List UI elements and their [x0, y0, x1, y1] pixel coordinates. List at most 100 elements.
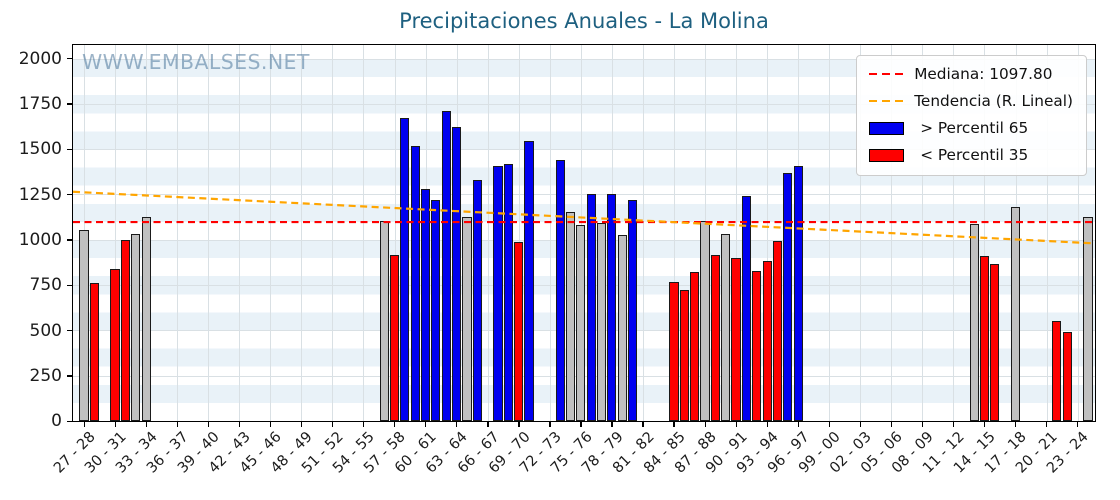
chart-title: Precipitaciones Anuales - La Molina: [399, 9, 769, 33]
bar-64-65: [462, 217, 472, 421]
y-tick: [67, 148, 72, 151]
bar-76-77: [586, 193, 596, 421]
y-tick: [67, 329, 72, 332]
legend: Mediana: 1097.80 Tendencia (R. Lineal) >…: [856, 55, 1087, 176]
bar-13-14: [969, 224, 979, 421]
y-tick-label: 750: [29, 275, 62, 296]
bar-59-60: [410, 146, 420, 421]
v-gridline: [860, 45, 862, 421]
legend-label-above: > Percentil 65: [920, 119, 1029, 137]
x-tick: [797, 422, 800, 428]
bar-62-63: [441, 111, 451, 421]
legend-label-median: Mediana: 1097.80: [914, 65, 1053, 83]
x-tick: [642, 422, 644, 428]
x-tick: [362, 422, 365, 428]
v-gridline: [115, 45, 117, 421]
bar-94-95: [772, 240, 783, 421]
bar-85-86: [679, 289, 689, 421]
bar-75-76: [576, 225, 586, 421]
bar-69-70: [514, 241, 524, 421]
y-tick-label: 1500: [18, 139, 62, 160]
v-gridline: [487, 45, 489, 421]
bar-58-59: [400, 118, 410, 421]
y-tick-label: 0: [51, 411, 62, 432]
x-tick: [300, 422, 303, 428]
x-tick: [1046, 422, 1048, 428]
h-gridline: [73, 58, 1095, 60]
x-tick: [1015, 422, 1017, 428]
bar-80-81: [627, 199, 638, 421]
y-tick-label: 500: [29, 320, 62, 341]
bar-32-33: [131, 234, 141, 421]
trend-line-swatch: [869, 99, 905, 103]
legend-label-trend: Tendencia (R. Lineal): [914, 92, 1073, 110]
bar-67-68: [493, 165, 503, 421]
y-tick: [67, 420, 72, 422]
y-tick-label: 2000: [18, 48, 62, 69]
v-gridline: [332, 45, 334, 421]
h-gridline: [73, 149, 1095, 151]
bar-61-62: [431, 199, 441, 421]
v-gridline: [642, 45, 644, 421]
x-tick: [83, 422, 85, 428]
bar-91-92: [741, 196, 751, 421]
bar-28-29: [89, 283, 99, 421]
bar-24-25: [1083, 217, 1093, 421]
y-tick: [67, 58, 72, 60]
bar-79-80: [617, 235, 627, 421]
x-tick: [394, 422, 396, 428]
y-tick-label: 250: [29, 365, 62, 386]
v-gridline: [953, 45, 955, 421]
bar-78-79: [607, 194, 617, 421]
y-tick-label: 1750: [18, 94, 62, 115]
x-tick: [673, 422, 675, 428]
y-tick: [67, 375, 72, 377]
bar-87-88: [700, 220, 710, 421]
x-tick: [425, 422, 427, 428]
bar-60-61: [420, 189, 431, 421]
bar-27-28: [79, 229, 89, 421]
y-tick: [67, 284, 72, 286]
bar-57-58: [389, 255, 400, 421]
v-gridline: [301, 45, 303, 421]
h-gridline: [73, 103, 1095, 105]
median-line-swatch: [869, 72, 905, 76]
bar-33-34: [141, 217, 151, 421]
x-tick: [238, 422, 241, 428]
v-gridline: [1046, 45, 1048, 421]
bar-90-91: [731, 257, 741, 421]
x-tick: [487, 422, 489, 428]
percentil-65-swatch: [869, 121, 905, 135]
h-gridline: [73, 194, 1095, 196]
legend-label-below: < Percentil 35: [920, 146, 1029, 164]
x-tick: [611, 422, 613, 428]
x-tick: [859, 422, 862, 428]
v-gridline: [922, 45, 924, 421]
bar-70-71: [524, 141, 534, 421]
bar-22-23: [1062, 332, 1072, 421]
v-gridline: [1077, 45, 1079, 421]
x-tick: [828, 422, 831, 428]
x-tick: [456, 422, 458, 428]
y-tick-label: 1000: [18, 229, 62, 250]
v-gridline: [984, 45, 986, 421]
v-gridline: [518, 45, 520, 421]
x-tick: [1077, 422, 1079, 428]
bar-31-32: [120, 239, 130, 421]
x-tick: [331, 422, 334, 428]
bar-68-69: [503, 163, 513, 421]
bar-17-18: [1010, 207, 1021, 421]
v-gridline: [736, 45, 738, 421]
v-gridline: [177, 45, 179, 421]
x-tick: [580, 422, 582, 428]
x-tick: [952, 422, 955, 428]
x-tick: [549, 422, 551, 428]
reference-lines: [73, 190, 1095, 245]
percentil-35-swatch: [869, 148, 905, 162]
legend-item-below-p35: < Percentil 35: [869, 146, 1073, 164]
v-gridline: [363, 45, 365, 421]
y-tick: [67, 239, 72, 241]
y-tick: [67, 103, 72, 105]
bar-73-74: [555, 160, 565, 421]
x-tick: [269, 422, 272, 428]
